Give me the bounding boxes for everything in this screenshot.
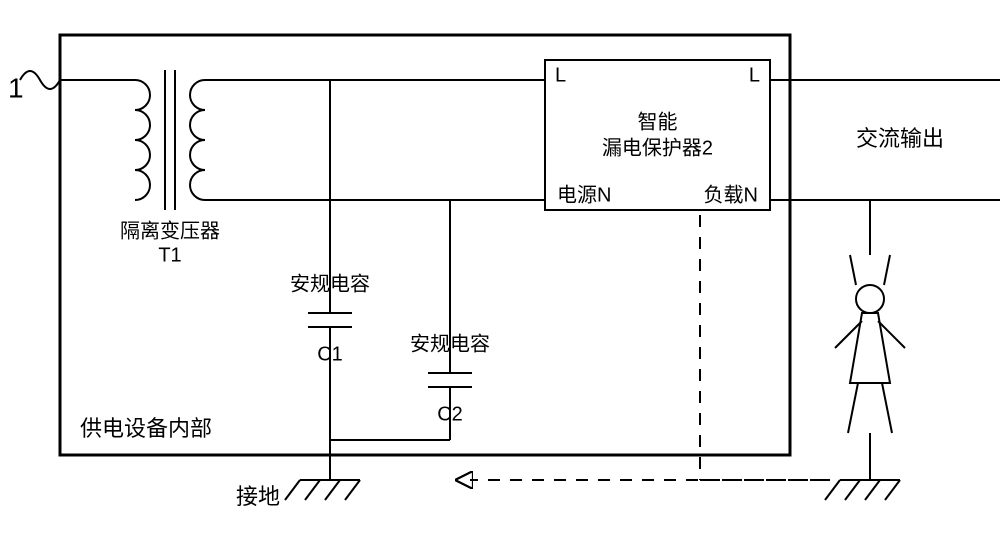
- port-n-src: 电源N: [557, 183, 611, 206]
- isolation-transformer: [135, 80, 205, 200]
- ground-label: 接地: [236, 484, 280, 509]
- inside-label: 供电设备内部: [80, 416, 212, 441]
- person-icon: [850, 285, 890, 383]
- port-l-left: L: [555, 64, 566, 86]
- cap-ref: C2: [437, 403, 463, 425]
- cap-label: 安规电容: [290, 272, 370, 295]
- transformer-ref: T1: [158, 244, 181, 266]
- ac-source-sine: [20, 71, 60, 89]
- transformer-label: 隔离变压器: [120, 219, 220, 242]
- circuit-diagram: 1 隔离变压器T1 L L 电源N 负载N 智能漏电保护器2 交流输出安规电容 C1 安规电容 C2…: [0, 0, 1000, 547]
- cap-ref: C1: [317, 343, 343, 365]
- protector-line1: 智能: [638, 110, 678, 133]
- port-n-load: 负载N: [704, 183, 758, 206]
- protector-line2: 漏电保护器2: [602, 136, 713, 159]
- cap-label: 安规电容: [410, 332, 490, 355]
- external-1-label: 1: [8, 72, 24, 103]
- ac-out-label: 交流输出: [856, 126, 944, 151]
- port-l-right: L: [749, 64, 760, 86]
